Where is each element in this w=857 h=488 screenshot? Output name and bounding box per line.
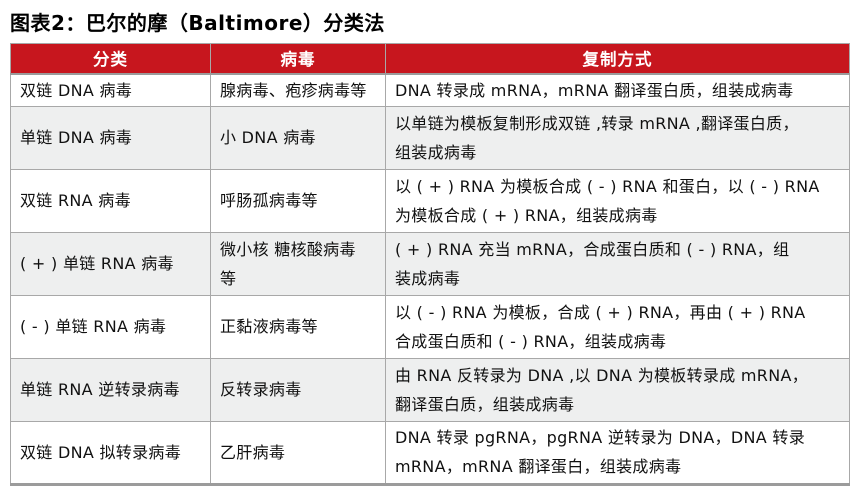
cell-replication: ( + ) RNA 充当 mRNA，合成蛋白质和 ( - ) RNA，组 装成病…	[385, 231, 850, 296]
table-row: 单链 DNA 病毒 小 DNA 病毒 以单链为模板复制形成双链 ,转录 mRNA…	[10, 105, 850, 170]
page-title: 图表2：巴尔的摩（Baltimore）分类法	[10, 11, 385, 35]
table-row: ( + ) 单链 RNA 病毒 微小核 糖核酸病毒 等 ( + ) RNA 充当…	[10, 231, 850, 296]
cell-virus: 反转录病毒	[210, 357, 386, 422]
table-row: ( - ) 单链 RNA 病毒 正黏液病毒等 以 ( - ) RNA 为模板，合…	[10, 294, 850, 359]
cell-category: 双链 DNA 拟转录病毒	[10, 420, 211, 485]
cell-category: ( + ) 单链 RNA 病毒	[10, 231, 211, 296]
cell-replication: 以 ( + ) RNA 为模板合成 ( - ) RNA 和蛋白，以 ( - ) …	[385, 168, 850, 233]
table-row: 单链 RNA 逆转录病毒 反转录病毒 由 RNA 反转录为 DNA ,以 DNA…	[10, 357, 850, 422]
cell-virus: 呼肠孤病毒等	[210, 168, 386, 233]
cell-category: 双链 RNA 病毒	[10, 168, 211, 233]
cell-virus: 乙肝病毒	[210, 420, 386, 485]
cell-replication: DNA 转录成 mRNA，mRNA 翻译蛋白质，组装成病毒	[385, 73, 850, 107]
header-cell-virus: 病毒	[210, 43, 386, 75]
cell-virus: 微小核 糖核酸病毒 等	[210, 231, 386, 296]
cell-category: ( - ) 单链 RNA 病毒	[10, 294, 211, 359]
cell-replication: 由 RNA 反转录为 DNA ,以 DNA 为模板转录成 mRNA， 翻译蛋白质…	[385, 357, 850, 422]
cell-category: 单链 RNA 逆转录病毒	[10, 357, 211, 422]
baltimore-classification-table: 分类 病毒 复制方式 双链 DNA 病毒 腺病毒、疱疹病毒等 DNA 转录成 m…	[10, 43, 850, 486]
header-cell-replication: 复制方式	[385, 43, 850, 75]
header-cell-category: 分类	[10, 43, 211, 75]
cell-replication: 以单链为模板复制形成双链 ,转录 mRNA ,翻译蛋白质， 组装成病毒	[385, 105, 850, 170]
cell-replication: DNA 转录 pgRNA，pgRNA 逆转录为 DNA，DNA 转录 mRNA，…	[385, 420, 850, 485]
cell-category: 单链 DNA 病毒	[10, 105, 211, 170]
table-row: 双链 DNA 拟转录病毒 乙肝病毒 DNA 转录 pgRNA，pgRNA 逆转录…	[10, 420, 850, 485]
table-row: 双链 RNA 病毒 呼肠孤病毒等 以 ( + ) RNA 为模板合成 ( - )…	[10, 168, 850, 233]
table-header-row: 分类 病毒 复制方式	[10, 43, 850, 75]
cell-virus: 正黏液病毒等	[210, 294, 386, 359]
cell-replication: 以 ( - ) RNA 为模板，合成 ( + ) RNA，再由 ( + ) RN…	[385, 294, 850, 359]
cell-category: 双链 DNA 病毒	[10, 73, 211, 107]
cell-virus: 腺病毒、疱疹病毒等	[210, 73, 386, 107]
table-row: 双链 DNA 病毒 腺病毒、疱疹病毒等 DNA 转录成 mRNA，mRNA 翻译…	[10, 73, 850, 107]
cell-virus: 小 DNA 病毒	[210, 105, 386, 170]
